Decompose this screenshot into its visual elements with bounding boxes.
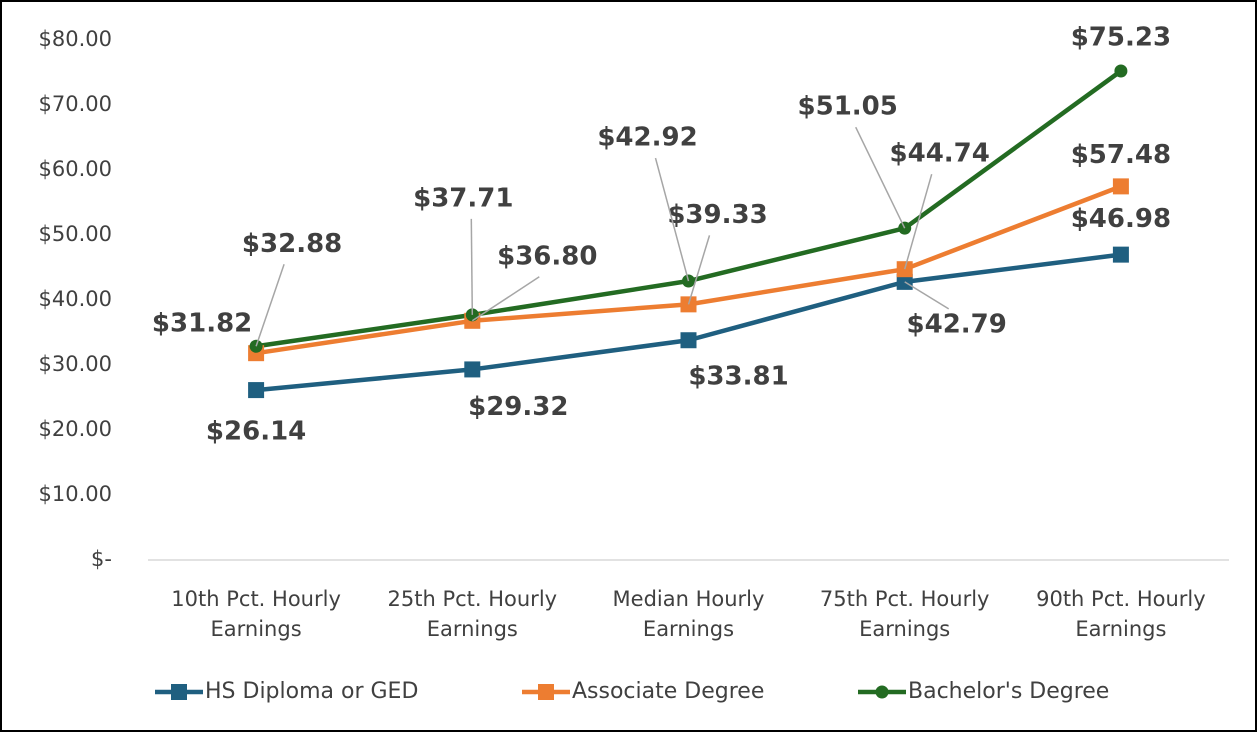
leader-line [687,235,711,305]
leader-line [903,173,933,270]
data-label: $32.88 [242,229,342,259]
x-tick-label: 90th Pct. Hourly Earnings [1036,587,1206,641]
y-tick-label: $- [91,547,112,571]
point-marker [1112,246,1129,263]
leader-line [255,264,285,347]
data-label: $44.74 [890,139,990,169]
x-tick-label: Median Hourly Earnings [612,587,765,641]
legend-marker [171,684,187,700]
data-label: $57.48 [1071,140,1171,170]
data-label: $29.32 [468,392,568,422]
point-marker [680,332,697,349]
leader-line [470,218,474,315]
y-tick-label: $80.00 [39,27,112,51]
data-label: $36.80 [497,241,597,271]
y-tick-label: $20.00 [39,417,112,441]
data-label: $42.92 [597,123,697,153]
data-label: $42.79 [907,309,1007,339]
legend-label: Associate Degree [572,679,764,704]
data-label: $33.81 [688,362,788,392]
y-tick-label: $50.00 [39,222,112,246]
leader-line [471,276,540,322]
leader-line [654,157,690,282]
y-tick-label: $10.00 [39,482,112,506]
leader-line [904,281,950,310]
data-label: $75.23 [1071,23,1171,53]
y-tick-label: $30.00 [39,352,112,376]
legend-marker [875,685,889,699]
legend-marker [538,684,554,700]
y-tick-label: $40.00 [39,287,112,311]
data-label: $39.33 [667,200,767,230]
data-label: $51.05 [798,92,898,122]
x-tick-label: 10th Pct. Hourly Earnings [171,587,341,641]
data-label: $46.98 [1071,204,1171,234]
y-tick-label: $70.00 [39,92,112,116]
legend-label: HS Diploma or GED [205,679,418,704]
data-label: $37.71 [413,183,513,213]
x-tick-label: 25th Pct. Hourly Earnings [387,587,558,641]
point-marker [248,382,265,399]
point-marker [1114,64,1128,78]
data-label: $26.14 [206,417,306,447]
point-marker [464,361,481,378]
data-label: $31.82 [152,309,252,339]
y-tick-label: $60.00 [39,157,112,181]
x-tick-label: 75th Pct. Hourly Earnings [819,587,990,641]
legend-label: Bachelor's Degree [908,679,1109,704]
point-marker [1112,178,1129,195]
leader-line [855,126,906,229]
